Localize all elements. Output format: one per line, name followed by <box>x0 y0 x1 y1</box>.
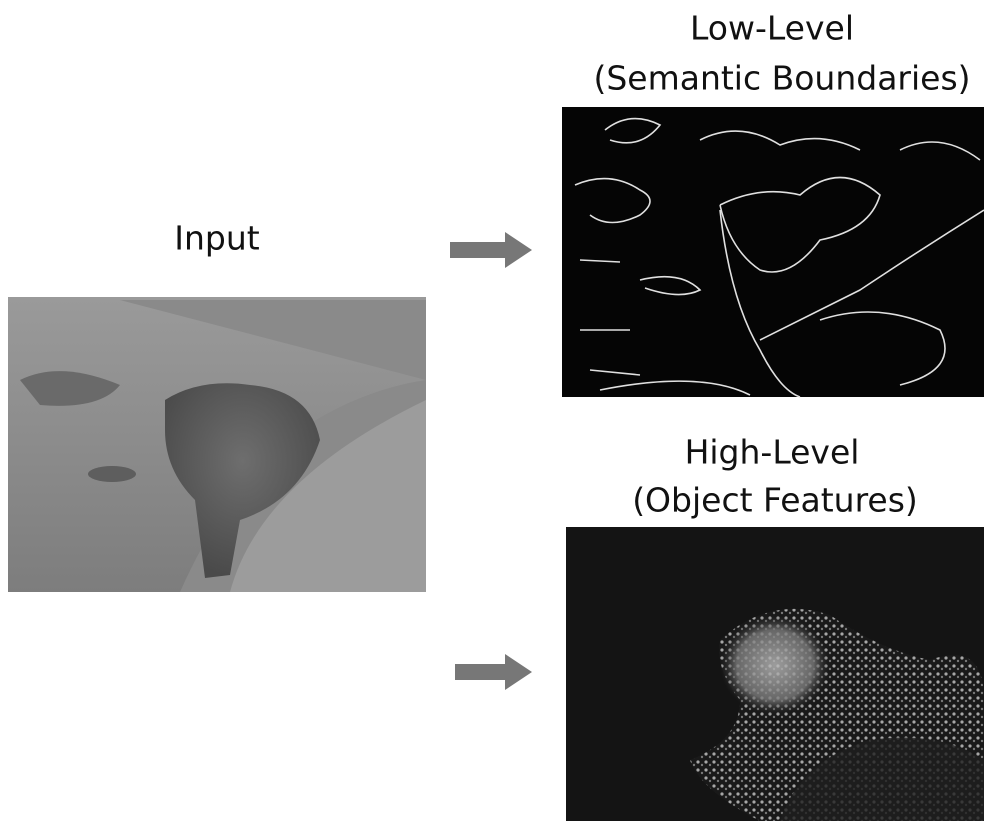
output-subtitle: (Semantic Boundaries) <box>593 59 970 98</box>
edge-map <box>562 107 984 397</box>
feature-highlight <box>720 615 830 715</box>
page: Input Low-Level (Semantic Boundaries) Hi… <box>0 0 984 821</box>
edge-map-background <box>562 107 984 397</box>
diagram: Input Low-Level (Semantic Boundaries) Hi… <box>0 0 984 821</box>
input-label: Input <box>174 219 260 258</box>
feature-map <box>566 527 984 821</box>
input-image <box>8 297 426 592</box>
rock <box>88 466 136 482</box>
output-title: High-Level <box>685 433 860 472</box>
output-subtitle: (Object Features) <box>632 481 918 520</box>
arrow <box>455 654 532 690</box>
output-title: Low-Level <box>690 9 854 48</box>
arrow <box>450 232 532 268</box>
